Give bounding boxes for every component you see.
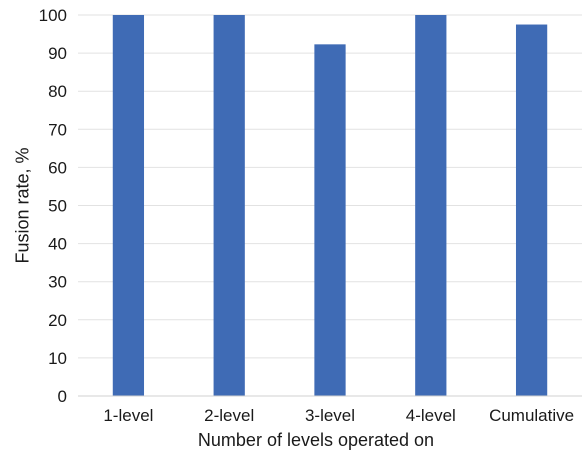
x-tick-labels: 1-level 2-level 3-level 4-level Cumulative [103,406,574,425]
y-tick-label: 20 [48,311,67,330]
x-tick-label: Cumulative [489,406,574,425]
x-axis-title: Number of levels operated on [198,430,434,450]
y-tick-label: 0 [58,387,67,406]
y-tick-label: 10 [48,349,67,368]
y-tick-label: 100 [39,6,67,25]
bar-4-level [415,15,447,396]
y-tick-label: 80 [48,82,67,101]
y-tick-label: 30 [48,273,67,292]
x-tick-label: 2-level [204,406,254,425]
bars [112,15,548,397]
y-tick-label: 70 [48,120,67,139]
x-tick-label: 1-level [103,406,153,425]
x-tick-label: 4-level [406,406,456,425]
x-tick-label: 3-level [305,406,355,425]
y-tick-label: 50 [48,197,67,216]
y-tick-label: 60 [48,158,67,177]
y-tick-label: 90 [48,44,67,63]
bar-3-level [314,44,346,396]
y-axis-title: Fusion rate, % [12,147,32,263]
bar-1-level [112,15,145,396]
y-tick-labels: 0 10 20 30 40 50 60 70 80 90 100 [39,6,67,406]
bar-2-level [213,15,245,396]
bar-cumulative [515,24,548,397]
y-tick-label: 40 [48,235,67,254]
